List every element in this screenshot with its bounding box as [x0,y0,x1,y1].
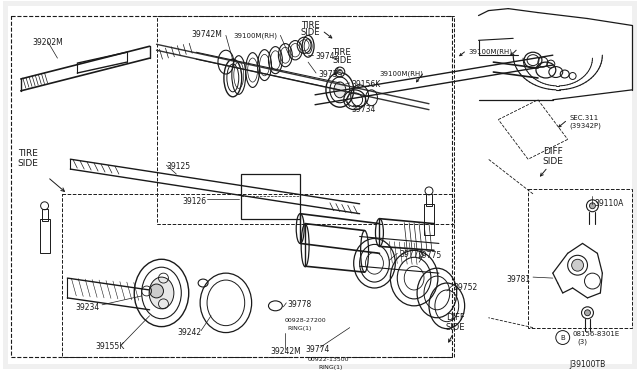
Text: 39125: 39125 [166,162,191,171]
Text: SIDE: SIDE [542,157,563,166]
Text: 39156K: 39156K [352,80,381,89]
Circle shape [589,203,595,209]
Text: 39742M: 39742M [191,31,222,39]
Text: DIFF: DIFF [446,313,465,322]
Ellipse shape [149,277,174,309]
Text: SIDE: SIDE [17,159,38,168]
Text: 39100M(RH): 39100M(RH) [468,48,513,55]
Text: RING(1): RING(1) [287,326,312,331]
Text: 39774: 39774 [305,346,330,355]
Text: TIRE: TIRE [18,149,38,158]
Text: 29775: 29775 [417,251,442,260]
Text: SEC.311: SEC.311 [570,115,599,121]
Text: 39778: 39778 [287,300,312,309]
Bar [157,16,454,224]
Text: 39202M: 39202M [32,38,63,47]
Text: 39242: 39242 [177,328,202,337]
Text: 39734: 39734 [352,105,376,114]
Text: 00922-13500: 00922-13500 [308,357,349,362]
Text: 39234: 39234 [76,303,100,312]
Text: SIDE: SIDE [300,28,320,38]
Text: 39126: 39126 [182,197,206,206]
Text: 39781: 39781 [507,275,531,284]
Text: 39735: 39735 [318,70,342,79]
Text: TIRE: TIRE [333,48,351,57]
Text: 39100M(RH): 39100M(RH) [380,70,424,77]
Text: TIRE: TIRE [301,20,319,29]
Bar [241,174,300,219]
Text: 39155K: 39155K [95,343,125,352]
Text: RING(1): RING(1) [318,365,342,370]
Circle shape [572,259,584,271]
Circle shape [584,310,591,316]
Text: (39342P): (39342P) [570,122,602,129]
Text: (3): (3) [577,339,588,345]
Bar [426,194,432,206]
Bar [63,194,454,357]
Text: 39110A: 39110A [595,199,624,208]
Text: 08156-8301E: 08156-8301E [573,331,620,337]
Ellipse shape [334,82,346,98]
Text: 39100M(RH): 39100M(RH) [234,32,278,39]
Circle shape [150,284,163,298]
Text: 00928-27200: 00928-27200 [284,318,326,323]
Text: SIDE: SIDE [332,56,351,65]
Text: 39752: 39752 [454,283,478,292]
Circle shape [337,70,342,74]
Text: B: B [561,334,565,340]
Text: DIFF: DIFF [543,147,563,156]
Text: 39742: 39742 [315,52,339,61]
Bar [42,209,47,221]
Text: 39242M: 39242M [271,347,301,356]
Bar [11,16,452,357]
Bar [40,219,49,253]
Bar [528,189,632,328]
Text: 39776: 39776 [399,250,424,259]
Text: SIDE: SIDE [446,323,465,332]
Bar [424,204,434,235]
Text: J39100TB: J39100TB [570,360,605,369]
